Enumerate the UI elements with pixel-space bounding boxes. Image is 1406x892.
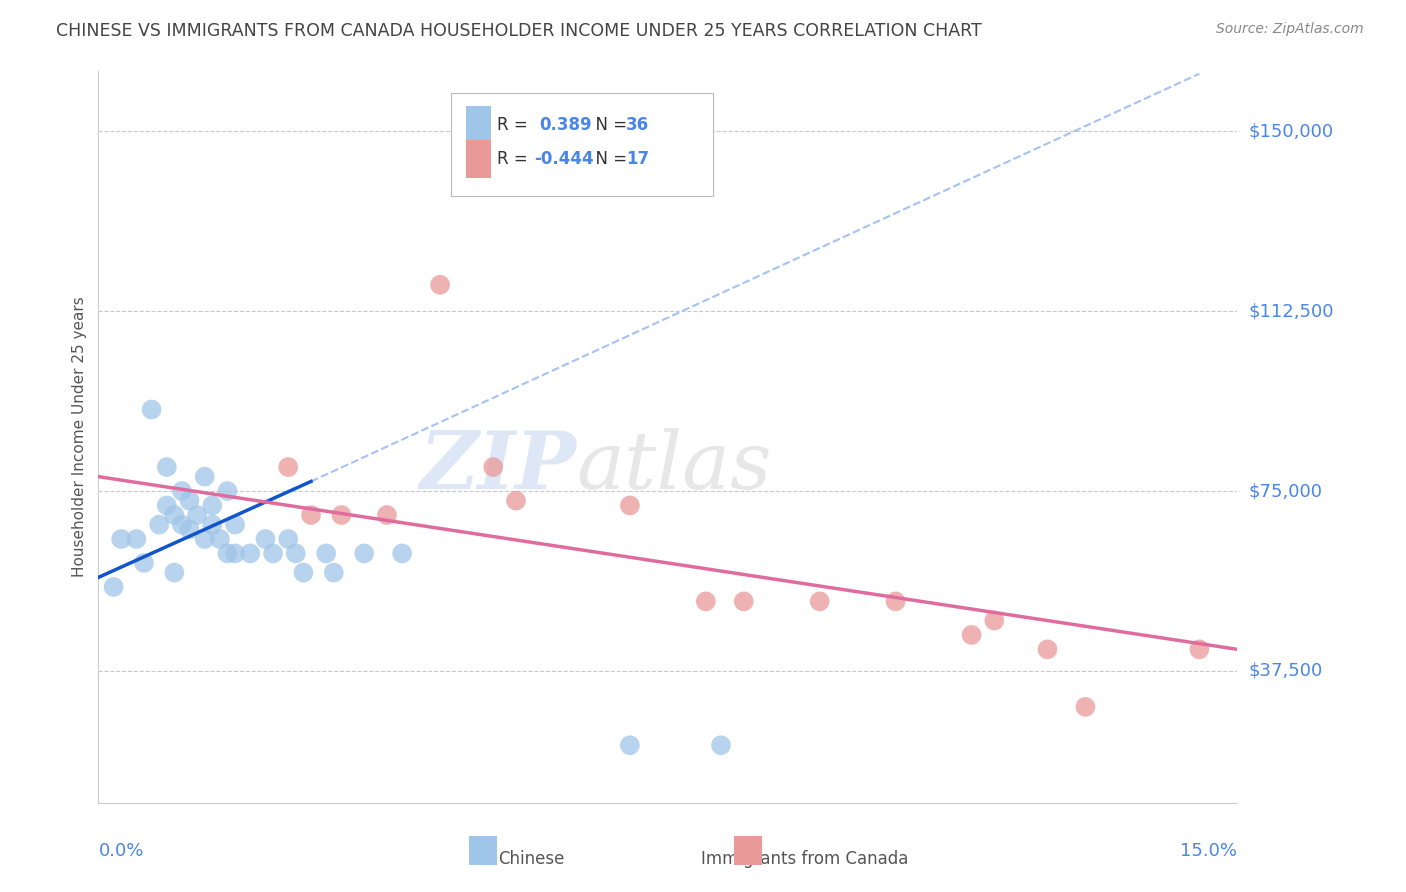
Point	[254, 532, 277, 546]
Point	[1074, 699, 1097, 714]
Text: 0.0%: 0.0%	[98, 842, 143, 860]
Point	[170, 483, 193, 498]
Point	[710, 738, 733, 752]
Point	[292, 566, 315, 580]
Point	[733, 594, 755, 608]
Text: $75,000: $75,000	[1249, 482, 1323, 500]
Point	[429, 277, 451, 292]
Text: $150,000: $150,000	[1249, 122, 1333, 140]
Point	[179, 523, 201, 537]
Point	[201, 517, 224, 532]
Text: 36: 36	[626, 116, 648, 134]
Text: N =: N =	[585, 150, 633, 168]
Point	[391, 546, 413, 560]
FancyBboxPatch shape	[467, 106, 491, 144]
Point	[148, 517, 170, 532]
Point	[163, 508, 186, 522]
Point	[353, 546, 375, 560]
Point	[619, 738, 641, 752]
Text: N =: N =	[585, 116, 633, 134]
Point	[217, 546, 239, 560]
Point	[330, 508, 353, 522]
Point	[619, 499, 641, 513]
Point	[156, 460, 179, 475]
FancyBboxPatch shape	[467, 140, 491, 178]
Point	[194, 469, 217, 483]
Point	[132, 556, 155, 570]
Point	[299, 508, 322, 522]
Text: ZIP: ZIP	[420, 427, 576, 505]
Text: 17: 17	[626, 150, 648, 168]
Point	[284, 546, 307, 560]
Text: Immigrants from Canada: Immigrants from Canada	[700, 850, 908, 868]
Text: $112,500: $112,500	[1249, 302, 1334, 320]
Point	[375, 508, 398, 522]
Point	[322, 566, 344, 580]
Point	[224, 517, 246, 532]
Text: atlas: atlas	[576, 427, 772, 505]
Text: 15.0%: 15.0%	[1180, 842, 1237, 860]
FancyBboxPatch shape	[734, 836, 762, 865]
Point	[482, 460, 505, 475]
Point	[1188, 642, 1211, 657]
Point	[201, 499, 224, 513]
FancyBboxPatch shape	[451, 94, 713, 195]
Point	[103, 580, 125, 594]
Point	[315, 546, 337, 560]
Text: -0.444: -0.444	[534, 150, 595, 168]
Point	[186, 508, 208, 522]
Text: Source: ZipAtlas.com: Source: ZipAtlas.com	[1216, 22, 1364, 37]
Point	[277, 460, 299, 475]
Point	[194, 532, 217, 546]
Point	[141, 402, 163, 417]
Point	[224, 546, 246, 560]
Text: 0.389: 0.389	[538, 116, 592, 134]
Text: CHINESE VS IMMIGRANTS FROM CANADA HOUSEHOLDER INCOME UNDER 25 YEARS CORRELATION : CHINESE VS IMMIGRANTS FROM CANADA HOUSEH…	[56, 22, 981, 40]
Point	[262, 546, 284, 560]
Point	[163, 566, 186, 580]
Point	[170, 517, 193, 532]
Point	[110, 532, 132, 546]
Point	[808, 594, 831, 608]
Y-axis label: Householder Income Under 25 years: Householder Income Under 25 years	[72, 297, 87, 577]
Point	[960, 628, 983, 642]
Point	[208, 532, 231, 546]
Text: Chinese: Chinese	[498, 850, 564, 868]
Point	[125, 532, 148, 546]
Point	[884, 594, 907, 608]
Point	[156, 499, 179, 513]
Point	[983, 614, 1005, 628]
Point	[179, 493, 201, 508]
Point	[695, 594, 717, 608]
FancyBboxPatch shape	[468, 836, 498, 865]
Point	[277, 532, 299, 546]
Point	[1036, 642, 1059, 657]
Text: $37,500: $37,500	[1249, 662, 1323, 680]
Point	[217, 483, 239, 498]
Point	[505, 493, 527, 508]
Point	[239, 546, 262, 560]
Text: R =: R =	[498, 150, 533, 168]
Text: R =: R =	[498, 116, 538, 134]
